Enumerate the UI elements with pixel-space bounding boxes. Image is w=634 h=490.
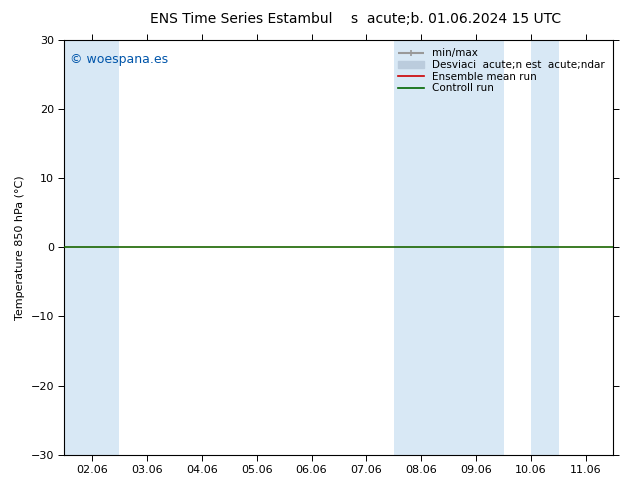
Y-axis label: Temperature 850 hPa (°C): Temperature 850 hPa (°C) — [15, 175, 25, 319]
Text: s  acute;b. 01.06.2024 15 UTC: s acute;b. 01.06.2024 15 UTC — [351, 12, 562, 26]
Bar — [65, 40, 119, 455]
Legend: min/max, Desviaci  acute;n est  acute;ndar, Ensemble mean run, Controll run: min/max, Desviaci acute;n est acute;ndar… — [395, 46, 608, 97]
Bar — [394, 40, 503, 455]
Bar — [531, 40, 559, 455]
Text: © woespana.es: © woespana.es — [70, 52, 168, 66]
Text: ENS Time Series Estambul: ENS Time Series Estambul — [150, 12, 332, 26]
